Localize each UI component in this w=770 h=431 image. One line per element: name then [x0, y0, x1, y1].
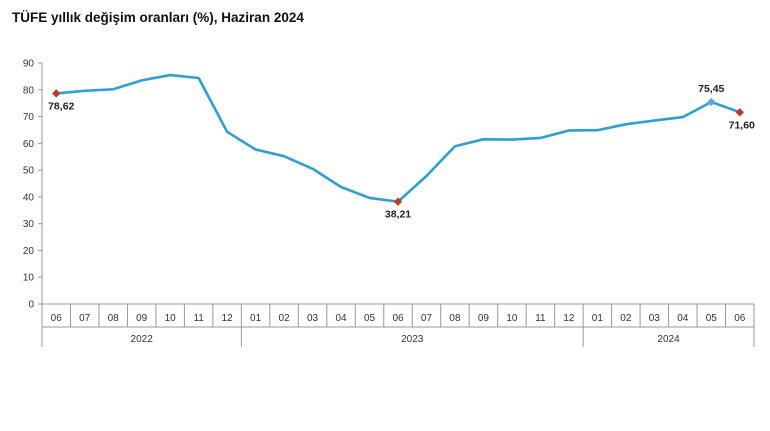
data-point: [170, 75, 171, 76]
data-point: [568, 130, 569, 131]
chart-title-rest: yıllık değişim oranları (%), Haziran 202…: [47, 10, 304, 25]
x-tick-label: 01: [592, 313, 604, 324]
x-tick-label: 09: [136, 313, 148, 324]
x-tick-label: 07: [79, 313, 91, 324]
series-line: [54, 73, 742, 203]
data-marker: [393, 197, 403, 206]
x-tick-label: 11: [193, 313, 204, 324]
data-point: [454, 146, 455, 147]
x-tick-label: 06: [392, 313, 404, 324]
y-tick-label: 20: [23, 246, 35, 257]
data-point: [312, 168, 313, 169]
data-point: [483, 139, 484, 140]
data-label: 38,21: [385, 209, 411, 221]
y-tick-label: 90: [23, 59, 35, 70]
y-tick-label: 40: [23, 192, 35, 203]
y-tick-label: 50: [23, 166, 35, 177]
year-label: 2024: [657, 334, 680, 345]
x-tick-label: 03: [649, 313, 661, 324]
year-label: 2022: [131, 334, 154, 345]
data-marker: [735, 108, 744, 117]
data-point: [625, 124, 626, 125]
data-point: [682, 117, 683, 118]
x-tick-label: 04: [677, 313, 689, 324]
x-tick-label: 02: [620, 313, 632, 324]
x-tick-label: 08: [449, 313, 461, 324]
data-point: [141, 80, 142, 81]
data-point: [426, 176, 427, 177]
data-point: [540, 137, 541, 138]
x-tick-label: 05: [364, 313, 376, 324]
y-tick-label: 80: [23, 85, 35, 96]
year-label: 2023: [401, 334, 424, 345]
data-label: 71,60: [729, 119, 755, 131]
data-label: 78,62: [48, 100, 74, 112]
data-point: [284, 156, 285, 157]
x-tick-label: 12: [563, 313, 575, 324]
y-tick-label: 30: [23, 219, 35, 230]
x-tick-label: 04: [335, 313, 347, 324]
data-marker: [52, 89, 61, 98]
data-point: [198, 77, 199, 78]
chart-title-bold: TÜFE: [12, 10, 48, 25]
data-point: [255, 149, 256, 150]
x-tick-label: 08: [108, 313, 120, 324]
chart-title: TÜFE yıllık değişim oranları (%), Hazira…: [12, 10, 304, 25]
data-point: [84, 90, 85, 91]
x-tick-label: 06: [734, 313, 746, 324]
x-tick-label: 02: [279, 313, 291, 324]
x-tick-label: 01: [250, 313, 262, 324]
x-tick-label: 10: [506, 313, 518, 324]
y-tick-label: 0: [28, 300, 34, 311]
data-point: [511, 139, 512, 140]
data-point: [227, 131, 228, 132]
data-point: [341, 186, 342, 187]
x-tick-label: 05: [706, 313, 718, 324]
y-tick-label: 60: [23, 139, 35, 150]
data-marker: [707, 97, 716, 107]
x-tick-label: 07: [421, 313, 433, 324]
x-tick-label: 12: [222, 313, 234, 324]
data-point: [113, 89, 114, 90]
x-tick-label: 09: [478, 313, 490, 324]
data-label: 75,45: [698, 83, 724, 95]
x-tick-label: 03: [307, 313, 319, 324]
x-tick-label: 11: [535, 313, 546, 324]
data-point: [369, 197, 370, 198]
y-tick-label: 10: [23, 273, 35, 284]
x-tick-label: 10: [165, 313, 177, 324]
data-point: [597, 130, 598, 131]
data-point: [654, 120, 655, 121]
y-tick-label: 70: [23, 112, 35, 123]
x-tick-label: 06: [51, 313, 63, 324]
